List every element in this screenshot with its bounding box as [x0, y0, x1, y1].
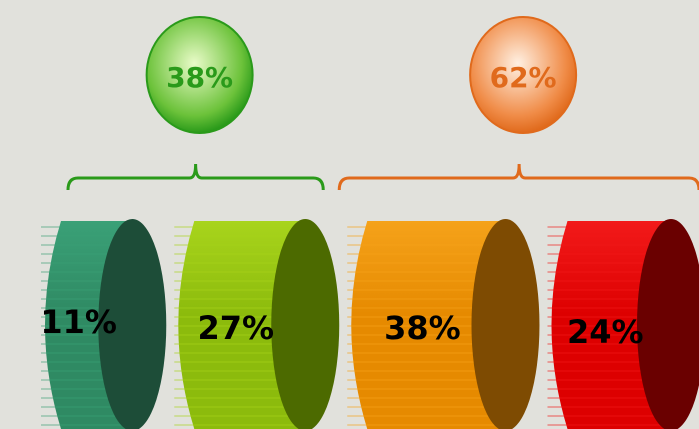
cylinder-cap: [271, 219, 340, 429]
segment-value-label: 11%: [40, 303, 117, 341]
segment-value-label: 27%: [197, 309, 274, 347]
cylinder-cap: [471, 219, 540, 429]
cylinder-segment: 38%: [347, 219, 540, 429]
group-total-label: 62%: [490, 61, 557, 94]
segment-value-label: 24%: [567, 313, 644, 351]
group-bracket: [337, 163, 699, 191]
group-total-label: 38%: [166, 61, 233, 94]
cylinders: 11% 27% 38% 24%: [40, 219, 699, 429]
cylinder-segment: 11%: [40, 219, 167, 429]
group-brackets: [66, 163, 699, 191]
group-bracket: [66, 163, 325, 191]
cylinder-segment: 24%: [547, 219, 699, 429]
group-bubble: [469, 16, 578, 134]
group-bubble: [145, 16, 254, 134]
cylinder-body: [551, 221, 671, 429]
cylinder-cap: [637, 219, 699, 429]
segment-value-label: 38%: [384, 309, 461, 347]
cylinder-body: [178, 221, 306, 429]
group-bubbles: 38% 62%: [145, 16, 578, 134]
cylinder-body: [351, 221, 506, 429]
cylinder-cap: [98, 219, 167, 429]
cylinder-segment: 27%: [174, 219, 340, 429]
